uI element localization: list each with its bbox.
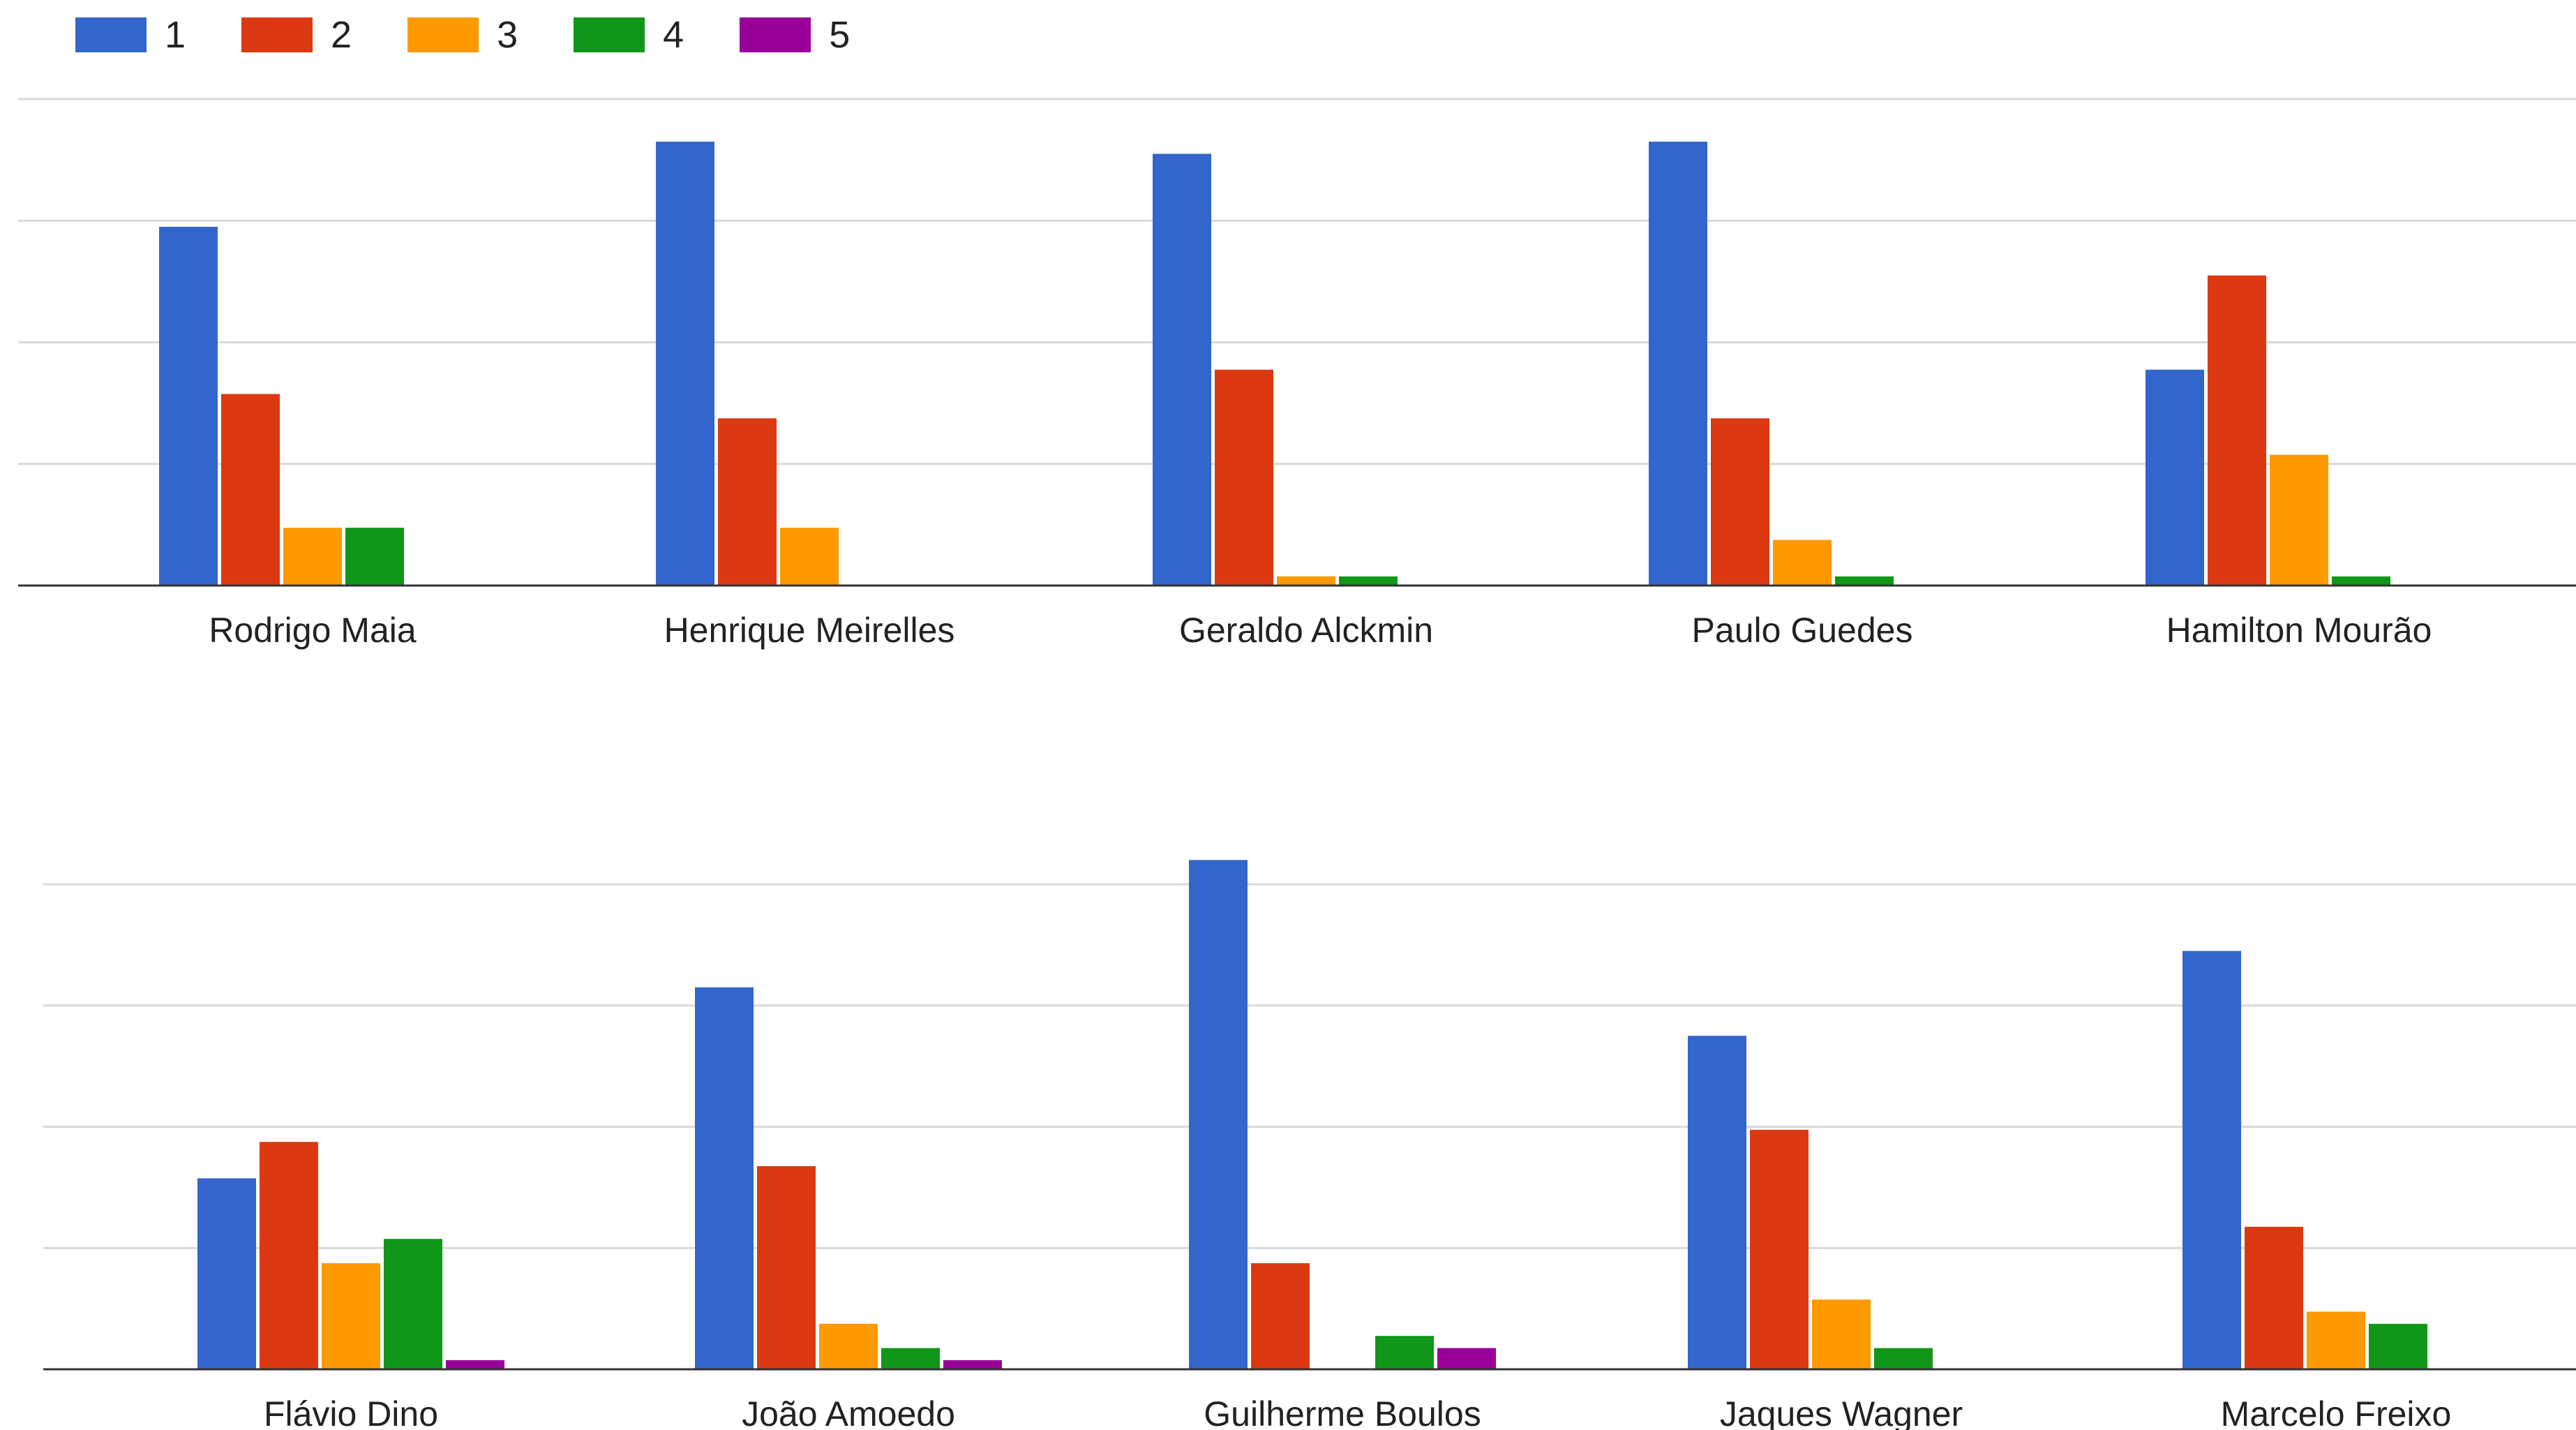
bar-series-1[interactable] xyxy=(197,1178,256,1369)
legend-label-3: 3 xyxy=(497,14,518,56)
bar-series-2[interactable] xyxy=(1750,1129,1809,1369)
bar-series-5[interactable] xyxy=(943,1360,1002,1369)
bar-series-3[interactable] xyxy=(2270,454,2328,586)
bar-series-3[interactable] xyxy=(1812,1299,1871,1369)
bar-series-2[interactable] xyxy=(2245,1226,2303,1369)
bar-series-2[interactable] xyxy=(1215,369,1273,586)
category-label: Hamilton Mourão xyxy=(2166,611,2432,650)
chart-panel-2: Flávio Dino João Amoedo Guilherme Boulos Ja… xyxy=(43,860,2576,1430)
bar-series-2[interactable] xyxy=(1251,1263,1310,1369)
legend-swatch-1 xyxy=(75,17,147,52)
category-label: Marcelo Freixo xyxy=(2221,1394,2452,1430)
legend-label-1: 1 xyxy=(165,14,186,56)
bar-series-2[interactable] xyxy=(757,1165,816,1369)
bar-series-3[interactable] xyxy=(322,1263,380,1369)
bar-series-4[interactable] xyxy=(2369,1323,2427,1369)
bar-series-3[interactable] xyxy=(1277,576,1335,586)
bar-series-2[interactable] xyxy=(2208,275,2266,586)
bar-series-1[interactable] xyxy=(695,987,754,1369)
bar-series-5[interactable] xyxy=(1437,1348,1496,1369)
legend-item-5[interactable]: 5 xyxy=(740,15,850,54)
bar-series-3[interactable] xyxy=(819,1323,878,1369)
bar-series-1[interactable] xyxy=(1688,1036,1746,1369)
bar-series-4[interactable] xyxy=(384,1239,442,1369)
legend-swatch-2 xyxy=(241,17,313,52)
category-label: Flávio Dino xyxy=(264,1394,438,1430)
legend-label-2: 2 xyxy=(331,14,352,56)
category-label: Guilherme Boulos xyxy=(1204,1394,1481,1430)
category-label: João Amoedo xyxy=(742,1394,955,1430)
bar-series-2[interactable] xyxy=(221,394,280,586)
legend-label-4: 4 xyxy=(663,14,684,56)
category-label: Paulo Guedes xyxy=(1692,611,1913,650)
bar-series-2[interactable] xyxy=(260,1142,318,1369)
bar-series-4[interactable] xyxy=(1339,576,1398,586)
bar-series-4[interactable] xyxy=(2332,576,2390,586)
category-label: Henrique Meirelles xyxy=(664,611,955,650)
chart-panel-1: Rodrigo Maia Henrique Meirelles Geraldo Al… xyxy=(18,98,2576,650)
bar-series-3[interactable] xyxy=(780,528,839,586)
bar-series-4[interactable] xyxy=(881,1348,940,1369)
bar-series-3[interactable] xyxy=(1773,539,1832,586)
bar-series-1[interactable] xyxy=(656,141,714,586)
bar-series-1[interactable] xyxy=(1153,154,1211,586)
bar-series-3[interactable] xyxy=(283,528,342,586)
legend-label-5: 5 xyxy=(829,14,851,56)
bar-series-2[interactable] xyxy=(718,418,777,586)
legend-item-2[interactable]: 2 xyxy=(241,15,352,54)
legend-swatch-5 xyxy=(740,17,811,52)
legend-swatch-3 xyxy=(407,17,479,52)
bar-series-1[interactable] xyxy=(159,226,218,586)
legend-swatch-4 xyxy=(574,17,645,52)
bar-series-5[interactable] xyxy=(446,1360,504,1369)
bar-series-4[interactable] xyxy=(1375,1336,1434,1369)
category-label: Geraldo Alckmin xyxy=(1179,611,1433,650)
bar-series-4[interactable] xyxy=(1835,576,1894,586)
bar-series-1[interactable] xyxy=(1189,860,1248,1369)
bar-series-2[interactable] xyxy=(1711,418,1769,586)
legend-item-1[interactable]: 1 xyxy=(75,15,186,54)
bar-series-1[interactable] xyxy=(2146,369,2204,586)
category-label: Jaques Wagner xyxy=(1720,1394,1963,1430)
bar-series-1[interactable] xyxy=(1649,141,1707,586)
category-label: Rodrigo Maia xyxy=(209,611,417,650)
legend-item-4[interactable]: 4 xyxy=(574,15,684,54)
bar-series-3[interactable] xyxy=(2307,1311,2365,1369)
bar-series-4[interactable] xyxy=(1874,1348,1933,1369)
bar-series-1[interactable] xyxy=(2182,951,2241,1369)
legend-item-3[interactable]: 3 xyxy=(407,15,518,54)
bar-series-4[interactable] xyxy=(345,528,404,586)
legend: 1 2 3 4 5 xyxy=(75,15,906,54)
